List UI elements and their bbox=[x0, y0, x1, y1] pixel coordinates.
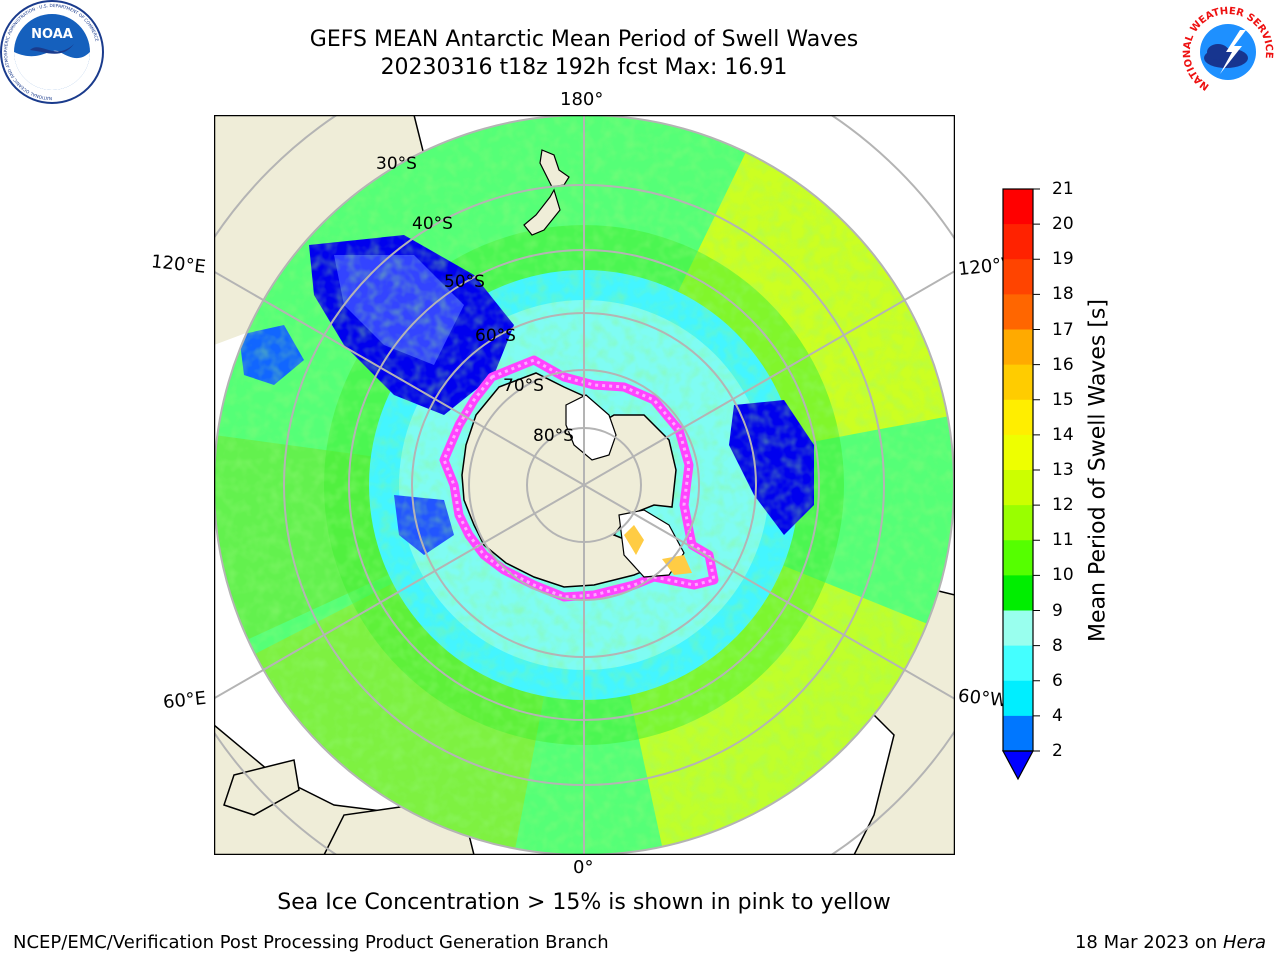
footer-host: Hera bbox=[1222, 932, 1266, 953]
colorbar-tick-label: 10 bbox=[1052, 565, 1074, 586]
colorbar-tick-label: 9 bbox=[1052, 600, 1063, 621]
lat-label-70s: 70°S bbox=[503, 376, 544, 396]
lon-label-60e: 60°E bbox=[162, 687, 208, 714]
colorbar-swatch bbox=[1003, 364, 1033, 401]
colorbar-extend-arrow bbox=[1001, 750, 1035, 781]
lon-label-0: 0° bbox=[573, 857, 594, 878]
lat-label-40s: 40°S bbox=[412, 214, 453, 234]
colorbar-tick-label: 8 bbox=[1052, 635, 1063, 656]
colorbar-label: Mean Period of Swell Waves [s] bbox=[1085, 299, 1111, 642]
lat-label-50s: 50°S bbox=[444, 272, 485, 292]
polar-map: 30°S 40°S 50°S 60°S 70°S 80°S bbox=[214, 115, 955, 855]
lon-label-180: 180° bbox=[560, 89, 604, 110]
footer-left: NCEP/EMC/Verification Post Processing Pr… bbox=[13, 932, 609, 953]
noaa-logo-text: NOAA bbox=[31, 27, 73, 42]
colorbar-swatch bbox=[1003, 715, 1033, 752]
colorbar-tick-label: 11 bbox=[1052, 530, 1074, 551]
colorbar-swatch bbox=[1003, 294, 1033, 331]
colorbar-tick-label: 12 bbox=[1052, 495, 1074, 516]
colorbar-ticks bbox=[1033, 188, 1040, 752]
lon-label-120e: 120°E bbox=[150, 251, 207, 278]
chart-title: GEFS MEAN Antarctic Mean Period of Swell… bbox=[309, 27, 859, 52]
lat-label-60s: 60°S bbox=[475, 326, 516, 346]
colorbar-tick-label: 19 bbox=[1052, 249, 1074, 270]
footer-right: 18 Mar 2023 on Hera bbox=[1075, 932, 1266, 953]
colorbar-tick-label: 18 bbox=[1052, 284, 1074, 305]
colorbar-tick-label: 6 bbox=[1052, 670, 1063, 691]
colorbar-swatch bbox=[1003, 434, 1033, 471]
colorbar-swatches bbox=[1001, 189, 1035, 781]
colorbar-swatch bbox=[1003, 610, 1033, 647]
colorbar-swatch bbox=[1003, 189, 1033, 225]
colorbar bbox=[1001, 188, 1040, 781]
chart-subtitle: 20230316 t18z 192h fcst Max: 16.91 bbox=[380, 55, 788, 80]
colorbar-tick-label: 15 bbox=[1052, 389, 1074, 410]
colorbar-tick-label: 17 bbox=[1052, 319, 1074, 340]
colorbar-tick-label: 16 bbox=[1052, 354, 1074, 375]
colorbar-swatch bbox=[1003, 505, 1033, 541]
colorbar-swatch bbox=[1003, 575, 1033, 612]
colorbar-swatch bbox=[1003, 399, 1033, 436]
lat-label-80s: 80°S bbox=[533, 426, 574, 446]
colorbar-tick-label: 4 bbox=[1052, 705, 1063, 726]
antarctica bbox=[439, 355, 719, 602]
sea-ice-note: Sea Ice Concentration > 15% is shown in … bbox=[277, 890, 891, 915]
colorbar-swatch bbox=[1003, 540, 1033, 576]
colorbar-swatch bbox=[1003, 645, 1033, 682]
colorbar-swatch bbox=[1003, 259, 1033, 295]
colorbar-swatch bbox=[1003, 470, 1033, 506]
colorbar-tick-label: 13 bbox=[1052, 460, 1074, 480]
colorbar-swatch bbox=[1003, 680, 1033, 717]
noaa-logo: NOAA NATIONAL OCEANIC AND ATMOSPHERIC AD… bbox=[0, 0, 104, 104]
footer-date: 18 Mar 2023 on bbox=[1074, 932, 1223, 953]
lat-label-30s: 30°S bbox=[376, 154, 417, 174]
nws-logo: NATIONAL WEATHER SERVICE bbox=[1178, 2, 1278, 102]
colorbar-tick-label: 2 bbox=[1052, 741, 1063, 761]
colorbar-tick-label: 20 bbox=[1052, 214, 1074, 235]
colorbar-tick-label: 14 bbox=[1052, 424, 1074, 445]
map-frame bbox=[214, 115, 955, 855]
colorbar-tick-labels: 21 20 19 18 17 16 15 14 13 12 11 10 9 8 6 4 2 bbox=[1052, 179, 1092, 770]
colorbar-swatch bbox=[1003, 224, 1033, 260]
colorbar-swatch bbox=[1003, 329, 1033, 366]
colorbar-tick-label: 21 bbox=[1052, 179, 1074, 199]
